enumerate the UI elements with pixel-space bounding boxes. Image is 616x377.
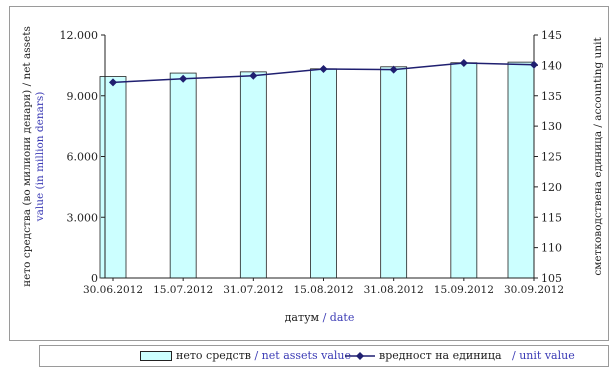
legend-line-label: вредност на единица: [379, 349, 502, 362]
y-right-tick-label-5: 130: [541, 120, 562, 133]
x-tick-label-5: 15.09.2012: [434, 284, 494, 296]
y-left-tick-label-2: 6.000: [67, 151, 99, 164]
y-left-tick-label-1: 3.000: [67, 211, 99, 224]
y-right-tick-label-0: 105: [541, 272, 562, 285]
x-axis-label-en: / date: [323, 311, 355, 324]
legend-line-swatch: [345, 351, 375, 360]
legend-line-label-en: / unit value: [512, 349, 575, 362]
bar-6: [507, 61, 535, 279]
x-tick-label-2: 31.07.2012: [223, 284, 283, 296]
x-tick-label-3: 15.08.2012: [293, 284, 353, 296]
chart-frame: 0 3.000 6.000 9.000 12.000 105 110 115 120 125 130…: [9, 6, 609, 341]
x-axis-label: датум / date: [285, 311, 355, 324]
y-right-label: сметководствена единица / accounting uni…: [592, 37, 604, 276]
y-left-tick-label-0: 0: [91, 272, 98, 285]
y-right-tick-label-3: 120: [541, 181, 562, 194]
bar-3: [310, 68, 337, 279]
y-left-label-line2: value (in million denars): [34, 92, 46, 223]
legend-bar-label: нето средств: [176, 349, 251, 362]
y-left-tick-label-4: 12.000: [60, 29, 99, 42]
y-right-tick-label-1: 110: [541, 242, 562, 255]
y-right-tick-label-2: 115: [541, 211, 562, 224]
unit-value-point-5: [459, 58, 468, 67]
unit-value-point-6: [530, 60, 538, 69]
y-right-tick-label-4: 125: [541, 151, 562, 164]
unit-value-point-2: [249, 71, 258, 80]
legend-bar-swatch: [140, 350, 172, 361]
y-right-tick-label-6: 135: [541, 90, 562, 103]
x-axis-label-main: датум: [285, 311, 323, 324]
unit-value-point-3: [319, 65, 328, 74]
unit-value-point-4: [389, 65, 398, 74]
y-left-tick-label-3: 9.000: [67, 90, 99, 103]
legend: нето средств / net assets value вредност…: [39, 345, 609, 367]
bar-2: [239, 71, 267, 279]
unit-value-point-1: [179, 74, 188, 83]
y-right-tick-label-8: 145: [541, 29, 562, 42]
bar-0: [99, 76, 127, 279]
x-tick-label-6: 30.09.2012: [504, 284, 564, 296]
x-tick-label-1: 15.07.2012: [153, 284, 213, 296]
bar-5: [450, 62, 478, 279]
legend-item-unit-value: вредност на единица / unit value: [345, 349, 575, 362]
bar-1: [169, 72, 197, 279]
y-right-tick-label-7: 140: [541, 59, 562, 72]
x-tick-label-4: 31.08.2012: [364, 284, 424, 296]
y-left-label-line1: нето средства (во милиони денари) / net …: [21, 26, 33, 287]
legend-bar-label-en: / net assets value: [254, 349, 352, 362]
legend-item-net-assets: нето средств / net assets value: [140, 349, 351, 362]
unit-value-point-0: [109, 78, 117, 87]
bar-4: [380, 66, 408, 279]
chart-svg: 0 3.000 6.000 9.000 12.000 105 110 115 120 125 130…: [21, 26, 604, 324]
x-tick-label-0: 30.06.2012: [83, 284, 143, 296]
